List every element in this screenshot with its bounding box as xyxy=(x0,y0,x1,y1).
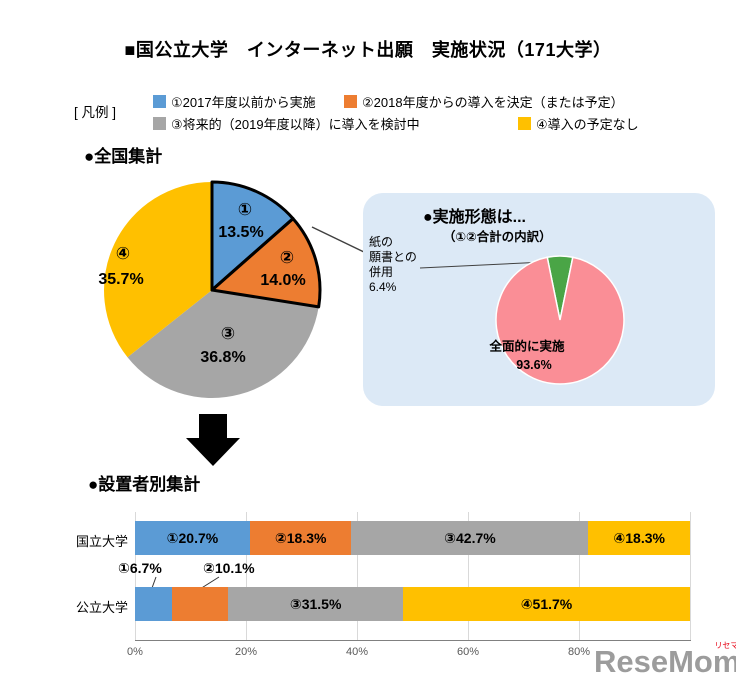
axis-tick-0: 0% xyxy=(127,646,143,658)
full-impl-pct: 93.6% xyxy=(516,358,552,372)
bar-public-seg2 xyxy=(172,587,229,621)
public-seg1-outside-label: ①6.7% xyxy=(118,560,162,576)
legend-item-2: ②2018年度からの導入を決定（または予定） xyxy=(344,93,624,110)
row-label-national: 国立大学 xyxy=(75,534,128,549)
down-arrow-icon xyxy=(186,414,240,466)
bar-public-seg4: ④51.7% xyxy=(403,587,690,621)
callout-pointer-line xyxy=(311,226,367,254)
public-seg2-outside-label: ②10.1% xyxy=(203,560,255,576)
paper-combined-label: 紙の 願書との 併用 6.4% xyxy=(369,235,417,295)
bar-national-seg3: ③42.7% xyxy=(351,521,589,555)
legend-swatch-gray-icon xyxy=(153,116,166,130)
pie-slice2-num: ② xyxy=(279,248,295,267)
callout-bubble: ●実施形態は... （①②合計の内訳） 紙の 願書との 併用 6.4% 全面的に… xyxy=(363,193,715,406)
axis-tick-60: 60% xyxy=(456,646,480,658)
legend-item-4-label: ④導入の予定なし xyxy=(536,116,639,132)
axis-tick-40: 40% xyxy=(345,646,369,658)
axis-tick-20: 20% xyxy=(234,646,258,658)
breakdown-title: ●実施形態は... xyxy=(423,209,527,226)
bar-public-seg3: ③31.5% xyxy=(228,587,404,621)
page-title: ■国公立大学 インターネット出願 実施状況（171大学） xyxy=(124,40,612,60)
national-pie-svg xyxy=(103,180,322,398)
pie-slice1-num: ① xyxy=(237,200,253,219)
bar-seg-label: ④51.7% xyxy=(520,595,573,612)
paper-label-line2: 願書との xyxy=(369,250,417,264)
pie-slice4-pct: 35.7% xyxy=(98,271,144,288)
watermark-logo: ReseMom リセマム xyxy=(594,641,736,680)
bar-national-seg1: ①20.7% xyxy=(135,521,250,555)
bar-national-seg4: ④18.3% xyxy=(588,521,690,555)
legend-item-3-label: ③将来的（2019年度以降）に導入を検討中 xyxy=(171,116,420,132)
national-total-heading: ●全国集計 xyxy=(84,147,163,166)
legend-label: [ 凡例 ] xyxy=(74,105,117,120)
pie-slice3-pct: 36.8% xyxy=(200,349,246,366)
bar-seg-label: ④18.3% xyxy=(613,529,665,546)
paper-label-line1: 紙の xyxy=(369,235,394,249)
paper-label-line3: 併用 xyxy=(369,265,394,279)
legend-swatch-orange-icon xyxy=(344,94,357,108)
legend-swatch-blue-icon xyxy=(153,94,166,108)
row-label-public: 公立大学 xyxy=(75,600,128,615)
bar-seg-label: ①20.7% xyxy=(166,529,219,546)
bar-seg-label: ②18.3% xyxy=(274,529,327,546)
breakdown-subtitle: （①②合計の内訳） xyxy=(443,230,552,244)
bar-national: ①20.7% ②18.3% ③42.7% ④18.3% xyxy=(135,521,690,555)
bar-public-seg1 xyxy=(135,587,173,621)
paper-pct: 6.4% xyxy=(369,280,397,294)
legend-item-4: ④導入の予定なし xyxy=(518,115,639,132)
legend-item-1-label: ①2017年度以前から実施 xyxy=(171,94,316,110)
bar-seg-label: ③31.5% xyxy=(289,595,342,612)
legend-item-1: ①2017年度以前から実施 xyxy=(153,93,316,110)
bar-seg-label: ③42.7% xyxy=(444,529,496,546)
watermark-ruby: リセマム xyxy=(714,641,736,650)
pie-slice1-pct: 13.5% xyxy=(218,224,264,241)
legend-item-3: ③将来的（2019年度以降）に導入を検討中 xyxy=(153,115,420,132)
national-pie-chart: ① 13.5% ② 14.0% ③ 36.8% ④ 35.7% xyxy=(95,170,335,410)
by-founder-heading: ●設置者別集計 xyxy=(88,475,201,494)
bar-public: ③31.5% ④51.7% xyxy=(135,587,690,621)
pie-slice3-num: ③ xyxy=(220,324,236,343)
legend-swatch-yellow-icon xyxy=(518,116,531,130)
pie-slice2-pct: 14.0% xyxy=(260,272,306,289)
bar-national-seg2: ②18.3% xyxy=(249,521,352,555)
axis-tick-80: 80% xyxy=(567,646,591,658)
breakdown-pie-svg xyxy=(495,255,625,385)
full-impl-label: 全面的に実施 xyxy=(489,339,565,354)
x-axis-ticks: 0% 20% 40% 60% 80% xyxy=(127,646,690,660)
watermark-text: ReseMom xyxy=(594,644,736,679)
pie-slice4-num: ④ xyxy=(115,244,131,263)
legend-item-2-label: ②2018年度からの導入を決定（または予定） xyxy=(362,94,624,110)
x-axis-line xyxy=(135,640,691,641)
paper-leader-line xyxy=(419,261,546,269)
